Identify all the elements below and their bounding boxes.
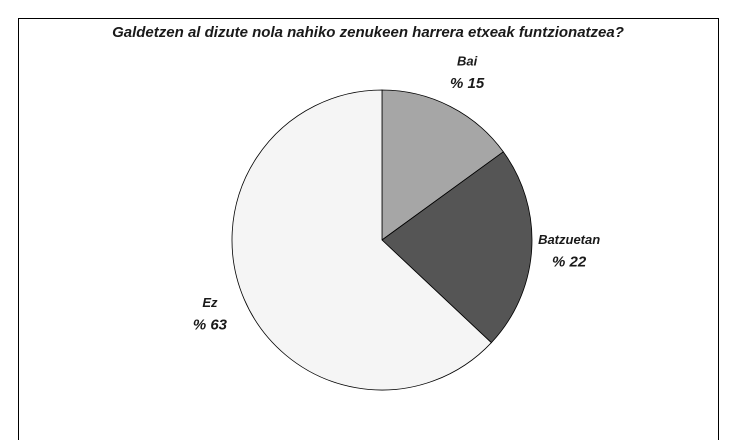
pie-slice [381,89,504,241]
pie-slice [381,151,533,344]
slice-value-label: % 15 [450,75,485,92]
slice-label: Bai [457,53,478,68]
slice-value-label: % 22 [552,254,587,271]
slice-label: Ez [202,295,218,310]
slice-value-label: % 63 [193,316,228,333]
pie-slice [231,89,492,391]
slice-label: Batzuetan [538,232,600,247]
chart-title: Galdetzen al dizute nola nahiko zenukeen… [112,24,624,41]
